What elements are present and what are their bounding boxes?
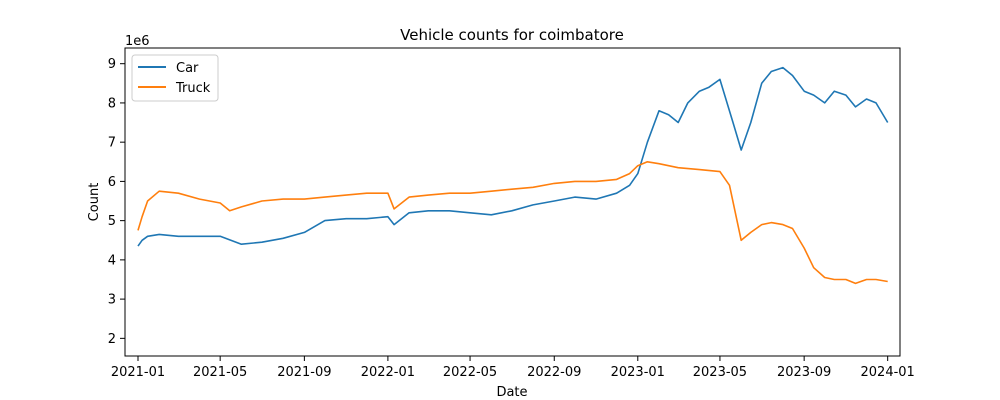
x-tick-label: 2024-01 — [861, 365, 915, 380]
y-tick-label: 8 — [108, 96, 116, 111]
legend-car-label: Car — [176, 61, 199, 76]
x-tick-label: 2022-09 — [527, 365, 581, 380]
x-tick-label: 2022-05 — [443, 365, 497, 380]
x-tick-label: 2021-09 — [277, 365, 331, 380]
y-tick-label: 9 — [108, 57, 116, 72]
y-axis: 2 3 4 5 6 7 8 9 — [108, 57, 125, 347]
x-tick-label: 2023-01 — [611, 365, 665, 380]
x-tick-label: 2023-09 — [777, 365, 831, 380]
x-tick-label: 2022-01 — [361, 365, 415, 380]
y-tick-label: 7 — [108, 136, 116, 151]
x-tick-label: 2021-01 — [111, 365, 165, 380]
x-tick-label: 2023-05 — [693, 365, 747, 380]
y-axis-label: Count — [87, 183, 102, 222]
y-tick-label: 4 — [108, 253, 116, 268]
y-scale-offset-label: 1e6 — [125, 34, 150, 49]
y-tick-label: 2 — [108, 332, 116, 347]
x-axis: 2021-01 2021-05 2021-09 2022-01 2022-05 2022-… — [111, 356, 915, 380]
series-line-truck — [137, 161, 888, 285]
x-axis-label: Date — [496, 385, 527, 400]
series-line-car — [137, 66, 889, 247]
x-tick-label: 2021-05 — [193, 365, 247, 380]
y-tick-label: 3 — [108, 293, 116, 308]
y-tick-label: 6 — [108, 175, 116, 190]
series-lines — [137, 66, 889, 285]
plot-frame — [124, 47, 901, 357]
chart-title: Vehicle counts for coimbatore — [400, 26, 624, 44]
legend-truck-label: Truck — [175, 81, 211, 96]
y-tick-label: 5 — [108, 214, 116, 229]
legend: Car Truck — [131, 54, 219, 102]
